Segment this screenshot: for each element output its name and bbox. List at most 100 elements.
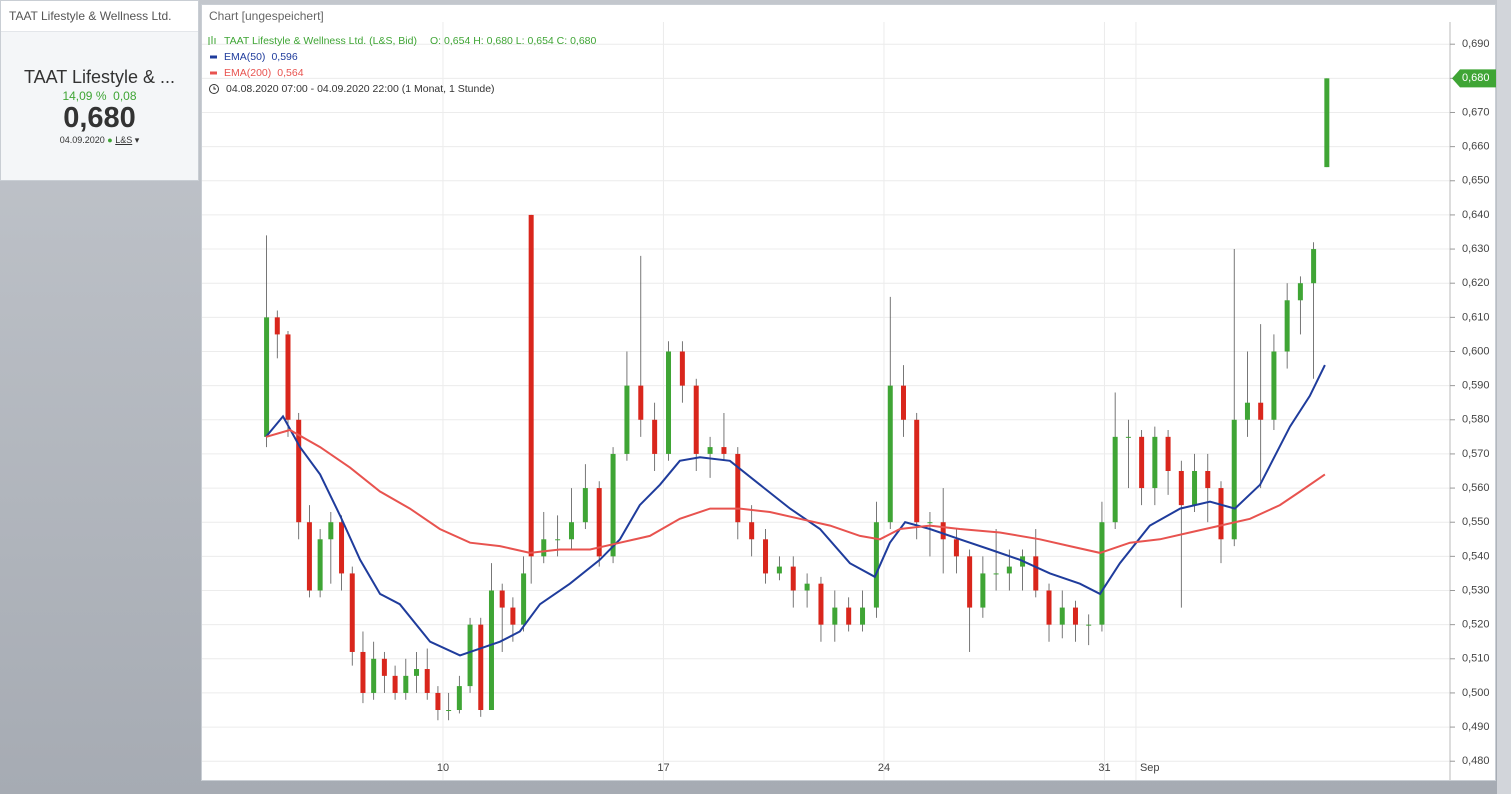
candle-body (264, 317, 270, 437)
candle-body (1297, 283, 1303, 301)
candle-body (596, 488, 602, 557)
candle-body (707, 447, 713, 454)
y-tick-label: 0,650 (1462, 175, 1490, 187)
candle-body (1324, 78, 1330, 168)
chart-panel: Chart [ungespeichert] (201, 4, 1496, 781)
candle-body (435, 692, 441, 711)
candle-body (467, 624, 473, 687)
y-tick-label: 0,640 (1462, 209, 1490, 221)
y-tick-label: 0,510 (1462, 653, 1490, 665)
y-tick-label: 0,620 (1462, 277, 1490, 289)
y-tick-label: 0,590 (1462, 380, 1490, 392)
ema-line (265, 428, 1326, 554)
candle-body (1059, 607, 1065, 625)
y-tick-label: 0,630 (1462, 243, 1490, 255)
candle-body (914, 419, 920, 523)
y-tick-label: 0,660 (1462, 141, 1490, 153)
date: 04.09.2020 (59, 135, 105, 145)
candle-body (721, 447, 727, 454)
candle-body (414, 669, 420, 676)
candle-body (993, 573, 999, 575)
candle-body (652, 419, 658, 454)
candle-body (1258, 402, 1264, 420)
candle-body (424, 669, 430, 693)
candle-body (555, 539, 561, 541)
candle-body (967, 556, 973, 608)
candle-body (1086, 624, 1092, 626)
candle-body (1192, 470, 1198, 506)
candle-body (1072, 607, 1078, 625)
candle-body (1244, 402, 1250, 420)
legend-value: 0,564 (277, 67, 303, 79)
y-tick-label: 0,560 (1462, 482, 1490, 494)
price: 0,680 (63, 102, 136, 134)
candle-body (624, 385, 630, 454)
candle-body (693, 385, 699, 454)
y-tick-label: 0,520 (1462, 619, 1490, 631)
candle-body (776, 566, 782, 574)
exchange[interactable]: L&S (115, 135, 133, 145)
candle-body (392, 675, 398, 693)
candle-body (478, 624, 484, 711)
scrollbar[interactable] (1497, 0, 1511, 794)
x-tick-label: 24 (878, 762, 890, 774)
change-percent: 14,09 % (62, 89, 107, 103)
candle-body (488, 590, 494, 711)
candle-body (328, 522, 334, 540)
chart-title: Chart [ungespeichert] (209, 9, 324, 23)
candle-body (1152, 436, 1158, 489)
status-dot: ● (107, 135, 113, 145)
y-tick-label: 0,480 (1462, 755, 1490, 767)
legend-ohlc: O: 0,654 H: 0,680 L: 0,654 C: 0,680 (430, 35, 597, 47)
candle-body (568, 522, 574, 540)
candle-body (679, 351, 685, 386)
y-tick-label: 0,540 (1462, 550, 1490, 562)
candle-body (638, 385, 644, 420)
quote-box[interactable]: TAAT Lifestyle & Wellness Ltd. TAAT Life… (0, 0, 199, 181)
y-tick-label: 0,550 (1462, 516, 1490, 528)
candle-body (1165, 436, 1171, 471)
y-tick-label: 0,580 (1462, 414, 1490, 426)
candle-body (1046, 590, 1052, 625)
y-tick-label: 0,610 (1462, 311, 1490, 323)
legend-range: 04.08.2020 07:00 - 04.09.2020 22:00 (1 M… (226, 83, 495, 95)
legend-swatch (210, 71, 217, 75)
candle-body (900, 385, 906, 420)
candle-body (1139, 436, 1145, 489)
x-tick-label: 17 (657, 762, 669, 774)
candle-body (1125, 436, 1131, 438)
candle-body (317, 539, 323, 591)
ema-line (265, 364, 1326, 657)
legend-instrument: TAAT Lifestyle & Wellness Ltd. (L&S, Bid… (224, 35, 417, 47)
candle-body (360, 651, 366, 693)
candle-body (1033, 556, 1039, 591)
candle-body (735, 453, 741, 523)
y-tick-label: 0,600 (1462, 345, 1490, 357)
candle-body (285, 334, 291, 420)
x-tick-label: 10 (437, 762, 449, 774)
x-tick-label: 31 (1098, 762, 1110, 774)
candle-icon (208, 36, 216, 45)
candle-body (1006, 566, 1012, 574)
candle-body (349, 573, 355, 652)
candle-body (873, 522, 879, 608)
candle-body (1284, 300, 1290, 352)
y-tick-label: 0,530 (1462, 584, 1490, 596)
y-tick-label: 0,500 (1462, 687, 1490, 699)
candle-body (953, 539, 959, 557)
y-tick-label: 0,570 (1462, 448, 1490, 460)
candle-body (541, 539, 547, 557)
instrument-name: TAAT Lifestyle & ... (23, 67, 176, 87)
candle-body (582, 488, 588, 523)
x-tick-label: Sep (1140, 762, 1160, 774)
candle-body (381, 658, 387, 676)
legend-swatch (210, 55, 217, 59)
candle-body (371, 658, 377, 693)
candle-body (446, 710, 452, 712)
candle-body (510, 607, 516, 625)
candle-body (306, 522, 312, 591)
y-tick-label: 0,690 (1462, 38, 1490, 50)
candle-body (763, 539, 769, 574)
quote-header: TAAT Lifestyle & Wellness Ltd. (1, 1, 198, 32)
